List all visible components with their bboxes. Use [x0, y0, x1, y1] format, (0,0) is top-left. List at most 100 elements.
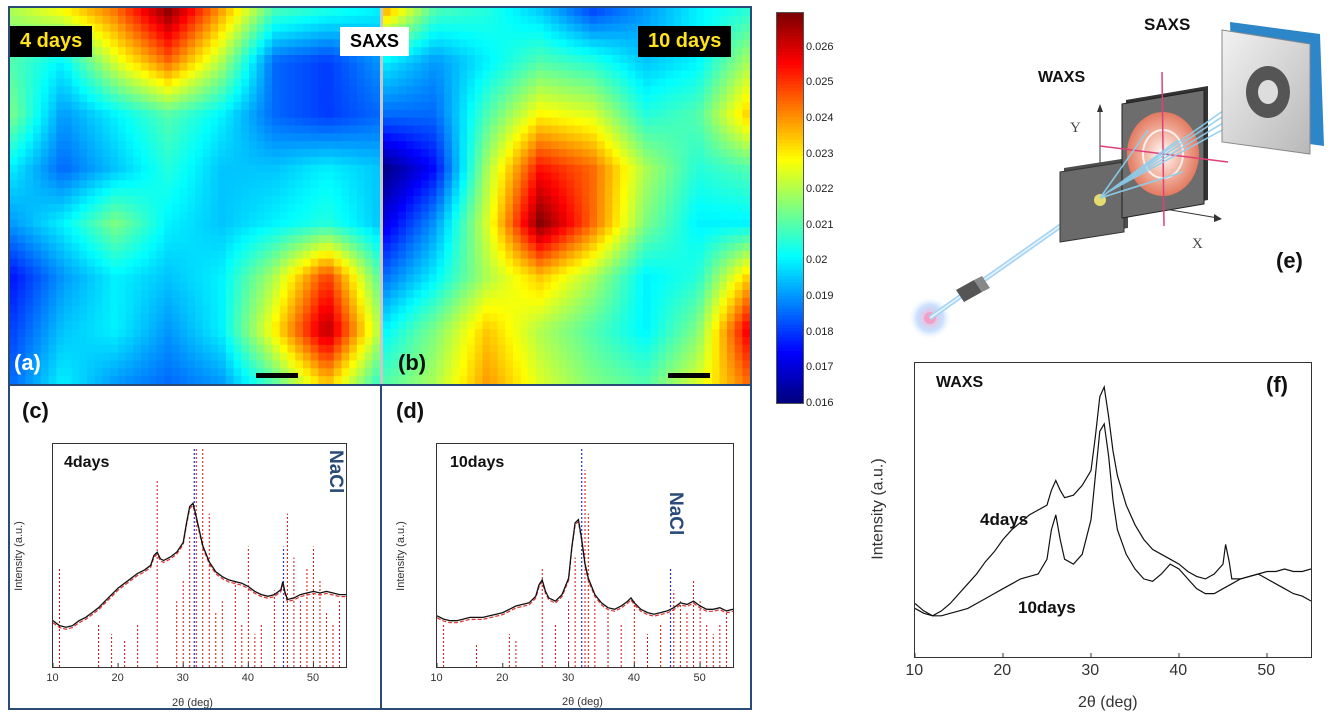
heatmap-a-cell	[256, 250, 265, 260]
heatmap-a-cell	[10, 196, 19, 205]
heatmap-a-cell	[279, 23, 289, 33]
heatmap-b-cell	[589, 102, 598, 111]
heatmap-b-cell	[635, 352, 644, 362]
heatmap-a-cell	[179, 102, 188, 111]
heatmap-a-cell	[141, 305, 150, 315]
heatmap-b-cell	[627, 125, 636, 134]
heatmap-b-cell	[413, 39, 422, 48]
heatmap-a-cell	[40, 235, 50, 244]
heatmap-b-cell	[520, 258, 529, 268]
heatmap-a-cell	[326, 266, 335, 275]
heatmap-a-cell	[25, 62, 34, 72]
heatmap-b-cell	[681, 211, 690, 221]
heatmap-b-cell	[696, 203, 705, 213]
heatmap-a-cell	[241, 211, 250, 221]
heatmap-a-cell	[218, 368, 227, 377]
heatmap-b-cell	[696, 70, 705, 80]
heatmap-b-cell	[696, 117, 705, 127]
heatmap-b-cell	[474, 243, 483, 252]
heatmap-b-cell	[505, 149, 514, 158]
xlabel-c: 2θ (deg)	[172, 697, 213, 709]
heatmap-a-cell	[318, 31, 327, 40]
heatmap-a-cell	[264, 250, 273, 260]
heatmap-a-cell	[233, 47, 242, 56]
heatmap-a-cell	[241, 344, 250, 354]
saxs-detector-label: SAXS	[1144, 15, 1190, 34]
heatmap-a-cell	[79, 149, 88, 158]
heatmap-a-cell	[233, 321, 242, 330]
heatmap-a-cell	[248, 305, 258, 315]
heatmap-a-cell	[125, 94, 134, 103]
heatmap-b-cell	[734, 180, 743, 189]
heatmap-b-cell	[704, 329, 713, 338]
heatmap-b-cell	[505, 376, 514, 384]
heatmap-b-cell	[696, 321, 705, 330]
heatmap-b-cell	[413, 235, 422, 244]
heatmap-b-cell	[398, 243, 407, 252]
heatmap-b-cell	[428, 266, 438, 275]
heatmap-a-cell	[133, 274, 142, 283]
heatmap-b-cell	[719, 78, 728, 87]
heatmap-a-cell	[148, 180, 158, 189]
heatmap-a-cell	[40, 368, 50, 377]
heatmap-b-cell	[574, 243, 583, 252]
heatmap-a-cell	[141, 360, 150, 369]
heatmap-b-cell	[459, 266, 468, 275]
heatmap-b-cell	[589, 344, 598, 354]
heatmap-a-cell	[33, 94, 42, 103]
colorbar-step	[777, 94, 803, 99]
heatmap-a-cell	[94, 180, 104, 189]
heatmap-b-cell	[604, 344, 613, 354]
heatmap-a-cell	[110, 337, 119, 346]
heatmap-b-cell	[574, 164, 583, 174]
heatmap-b-cell	[589, 227, 598, 236]
heatmap-b-cell	[413, 55, 422, 64]
heatmap-b-cell	[589, 180, 598, 189]
heatmap-b-cell	[627, 94, 636, 103]
heatmap-b-cell	[589, 196, 598, 205]
heatmap-a-cell	[141, 31, 150, 40]
heatmap-b-cell	[482, 55, 491, 64]
heatmap-b-cell	[696, 86, 705, 95]
heatmap-b-cell	[474, 305, 483, 315]
heatmap-a-cell	[241, 266, 250, 275]
heatmap-a-cell	[56, 94, 65, 103]
heatmap-b-cell	[742, 94, 750, 103]
heatmap-b-cell	[620, 117, 629, 127]
heatmap-a-cell	[279, 282, 289, 291]
heatmap-b-cell	[627, 219, 636, 228]
heatmap-a-cell	[33, 352, 42, 362]
heatmap-b-cell	[681, 297, 690, 307]
heatmap-b-cell	[428, 290, 438, 299]
sample-label-4days-c: 4days	[64, 454, 110, 471]
heatmap-a-cell	[164, 125, 173, 134]
heatmap-b-cell	[444, 23, 453, 33]
heatmap-a-cell	[318, 329, 327, 338]
colorbar-step	[777, 123, 803, 128]
heatmap-a-cell	[302, 360, 312, 369]
heatmap-a-cell	[202, 78, 212, 87]
heatmap-b-cell	[512, 250, 522, 260]
heatmap-a-cell	[179, 149, 188, 158]
heatmap-b-cell	[390, 352, 399, 362]
heatmap-b-cell	[528, 141, 537, 150]
heatmap-b-cell	[696, 274, 705, 283]
heatmap-b-cell	[696, 219, 705, 228]
heatmap-b-cell	[734, 141, 743, 150]
heatmap-b-cell	[405, 211, 415, 221]
heatmap-b-cell	[398, 313, 407, 322]
heatmap-b-cell	[665, 188, 675, 197]
heatmap-a-cell	[287, 23, 296, 33]
heatmap-a-cell	[248, 290, 258, 299]
heatmap-a-cell	[63, 133, 73, 142]
heatmap-b-cell	[528, 376, 537, 384]
heatmap-a-cell	[218, 352, 227, 362]
heatmap-a-cell	[56, 313, 65, 322]
heatmap-a-cell	[272, 180, 281, 189]
colorbar-step	[777, 295, 803, 300]
heatmap-a-cell	[341, 125, 350, 134]
colorbar-step	[777, 308, 803, 313]
heatmap-a-cell	[164, 258, 173, 268]
heatmap-a-cell	[295, 235, 304, 244]
heatmap-b-cell	[482, 219, 491, 228]
